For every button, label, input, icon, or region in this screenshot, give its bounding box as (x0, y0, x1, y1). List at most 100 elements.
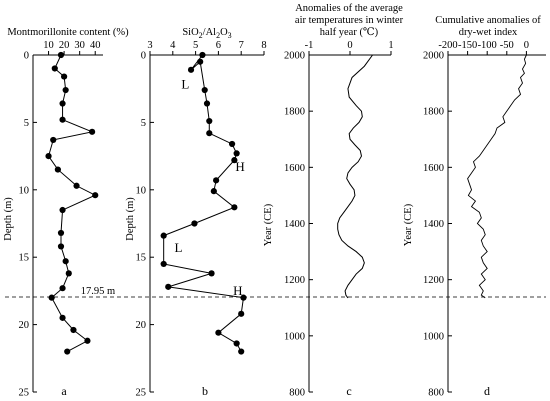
panel-d-series-line (467, 54, 527, 299)
panel-a-data-point (73, 182, 80, 189)
panel-a-letter: a (61, 384, 67, 398)
panel-b-x-tick-label: 3 (147, 40, 152, 51)
panel-b-data-point (206, 130, 213, 137)
marker-label: 17.95 m (81, 286, 115, 297)
panel-d-series (467, 54, 527, 299)
panel-b-data-point (199, 51, 206, 59)
panel-d-x-tick-label: -150 (458, 40, 477, 51)
panel-a-data-point (45, 153, 52, 160)
panel-c-x-tick-label: -1 (305, 40, 314, 51)
panel-c-y-tick-label: 1800 (284, 107, 305, 118)
panel-c-title-line3: half year (℃) (320, 27, 379, 38)
panel-b-y-ticks: 0 5 10 15 20 25 (136, 51, 154, 399)
panel-a-data-point (59, 285, 66, 292)
panel-b-series (160, 51, 247, 355)
panel-b-x-tick-label: 5 (193, 40, 198, 51)
panel-c-series-line (337, 54, 373, 299)
panel-b-y-tick-label: 20 (136, 320, 147, 331)
panel-b-data-point (191, 220, 198, 227)
panel-c-y-tick-label: 2000 (284, 51, 305, 62)
panel-c: Anomalies of the average air temperature… (263, 3, 404, 399)
panel-b-data-point (160, 232, 167, 239)
panel-b-frame (149, 54, 264, 392)
panel-b-x-tick-label: 4 (170, 40, 176, 51)
panel-a-frame (32, 54, 103, 392)
panel-d-x-tick-label: 0 (524, 40, 529, 51)
panel-a-y-tick-label: 10 (19, 185, 30, 196)
panel-b-data-point (203, 100, 211, 107)
panel-c-y-tick-label: 1400 (284, 219, 305, 230)
panel-d-y-tick-label: 1800 (423, 107, 444, 118)
panel-c-title-line2: air temperatures in winter (295, 15, 404, 26)
panel-d-x-ticks: -200 -150 -100 -50 0 (438, 40, 529, 55)
panel-b-data-point (231, 204, 238, 211)
panel-a-data-point (61, 73, 68, 80)
panel-a-data-point (59, 100, 66, 107)
panel-d: Cumulative anomalies of dry-wet index -2… (403, 15, 546, 399)
panel-b-data-point (215, 329, 222, 336)
panel-a-data-point (70, 326, 77, 334)
panel-b-ylabel: Depth (m) (125, 197, 136, 241)
panel-b-data-point (208, 270, 215, 277)
panel-d-y-tick-label: 1000 (423, 331, 444, 342)
panel-b-zone-label: H (233, 283, 242, 298)
panel-a-data-point (62, 258, 69, 265)
panel-c-x-ticks: -1 0 1 (305, 40, 394, 55)
panel-a-data-point (48, 294, 55, 301)
panel-a-x-tick-label: 40 (90, 40, 101, 51)
panel-a-y-tick-label: 5 (24, 118, 29, 129)
panel-b-data-point (201, 86, 208, 94)
panel-a-data-point (51, 65, 58, 72)
panel-b-data-point (165, 283, 172, 290)
panel-d-y-tick-label: 800 (428, 388, 444, 399)
panel-b-title: SiO2/Al2O3 (182, 27, 231, 40)
panel-a-y-tick-label: 0 (24, 51, 29, 62)
panel-b-data-point (240, 294, 247, 301)
panel-b: SiO2/Al2O3 3 4 5 6 7 8 Depth (m) 0 5 10 15 20 25 L… (125, 27, 267, 399)
panel-d-y-ticks: 800 1000 1200 1400 1600 1800 2000 (423, 51, 452, 399)
panel-a-data-point (89, 128, 96, 135)
panel-a-data-point (57, 229, 65, 237)
panel-b-data-point (213, 177, 220, 184)
panel-c-letter: c (346, 384, 351, 398)
panel-d-letter: d (484, 384, 490, 398)
panel-d-ylabel: Year (CE) (403, 203, 414, 246)
panel-a-y-ticks: 0 5 10 15 20 25 (19, 51, 37, 399)
panel-a: Montmorillonite content (%) 10 20 30 40 Dep… (3, 27, 129, 399)
panel-b-zone-labels: L H L H (175, 77, 245, 298)
panel-b-x-tick-label: 8 (261, 40, 266, 51)
panel-b-y-tick-label: 0 (141, 51, 146, 62)
panel-c-title-line1: Anomalies of the average (295, 3, 403, 14)
panel-a-data-point (65, 270, 72, 277)
panel-b-y-tick-label: 10 (136, 185, 147, 196)
panel-a-y-tick-label: 20 (19, 320, 30, 331)
panel-d-x-tick-label: -50 (500, 40, 514, 51)
panel-b-y-tick-label: 5 (141, 118, 146, 129)
panel-b-data-point (228, 140, 236, 148)
panel-a-series (45, 51, 99, 355)
panel-d-y-tick-label: 1400 (423, 219, 444, 230)
panel-d-x-tick-label: -100 (478, 40, 497, 51)
panel-b-data-point (187, 66, 195, 73)
panel-d-title-line2: dry-wet index (459, 27, 518, 38)
panel-b-series-line (163, 54, 245, 352)
panel-a-x-tick-label: 20 (59, 40, 70, 51)
panel-c-ylabel: Year (CE) (263, 203, 274, 246)
panel-a-data-point (57, 51, 65, 59)
panel-d-x-tick-label: -200 (438, 40, 457, 51)
panel-a-data-point (92, 192, 99, 199)
panel-a-ylabel: Depth (m) (3, 197, 14, 241)
panel-a-data-point (59, 314, 66, 321)
panel-c-y-tick-label: 800 (289, 388, 305, 399)
panel-b-zone-label: L (175, 240, 183, 255)
panel-a-x-tick-label: 10 (43, 40, 54, 51)
panel-a-data-point (84, 337, 91, 344)
panel-b-data-point (206, 117, 213, 125)
panel-a-data-point (59, 206, 66, 214)
panel-b-data-point (238, 310, 245, 317)
panel-d-y-tick-label: 2000 (423, 51, 444, 62)
panel-a-data-point (59, 116, 66, 123)
panel-b-zone-label: L (181, 77, 189, 92)
panel-d-y-tick-label: 1200 (423, 275, 444, 286)
panel-b-data-point (233, 150, 240, 157)
